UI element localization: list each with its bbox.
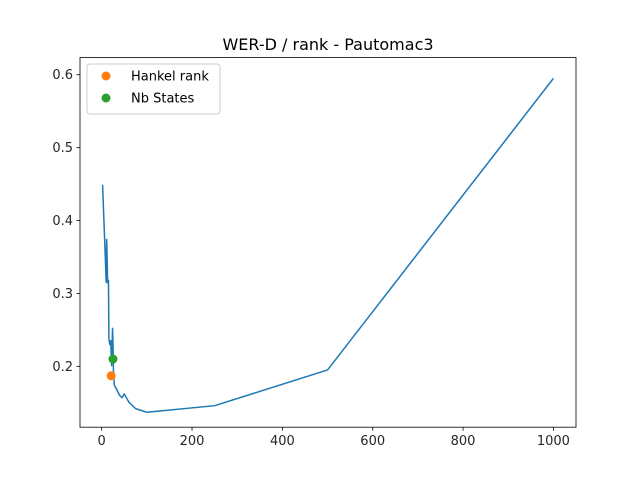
x-tick-label: 200 [180, 434, 205, 449]
chart-title: WER-D / rank - Pautomac3 [222, 35, 433, 54]
y-tick-label: 0.2 [52, 360, 73, 375]
plot-area: 0 200 400 600 800 1000 0.2 0.3 0.4 0.5 0.6 [52, 57, 577, 449]
y-tick-label: 0.5 [52, 141, 73, 156]
x-tick-label: 1000 [537, 434, 570, 449]
hankel-rank-marker [106, 371, 116, 381]
y-tick-label: 0.3 [52, 287, 73, 302]
y-tick-label: 0.4 [52, 214, 73, 229]
nb-states-marker [108, 354, 118, 364]
x-tick-label: 400 [270, 434, 295, 449]
legend: Hankel rank Nb States [86, 63, 221, 115]
legend-box [86, 63, 221, 115]
x-tick-label: 600 [360, 434, 385, 449]
legend-label-hankel-rank: Hankel rank [131, 70, 209, 85]
axes-frame [79, 57, 577, 428]
y-tick-label: 0.6 [52, 68, 73, 83]
legend-marker-nb-states [101, 93, 111, 103]
series-line [101, 77, 555, 414]
legend-label-nb-states: Nb States [131, 92, 195, 107]
legend-marker-hankel-rank [101, 71, 111, 81]
x-tick-label: 800 [451, 434, 476, 449]
x-tick-label: 0 [98, 434, 106, 449]
